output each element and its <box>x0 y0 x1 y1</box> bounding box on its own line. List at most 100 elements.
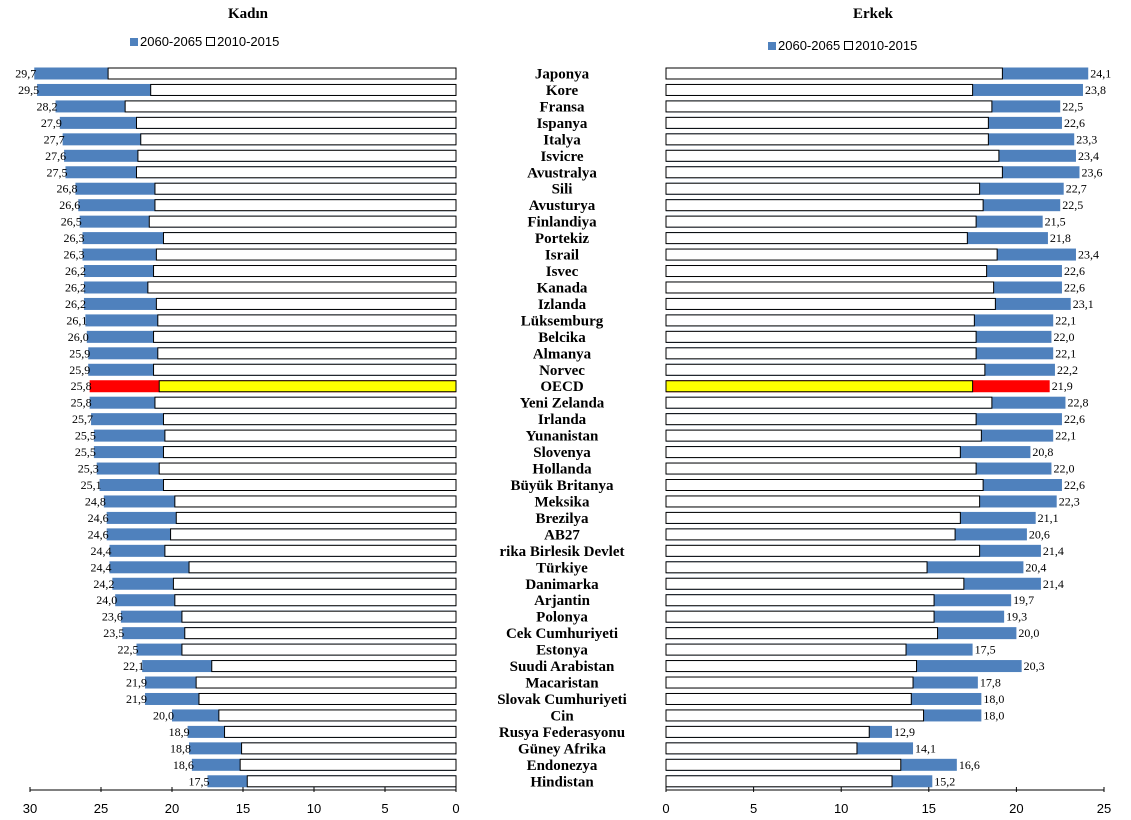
erkek-bar-2010-2015 <box>665 561 928 574</box>
kadin-bar-2010-2015 <box>181 610 457 623</box>
erkek-bar-2010-2015 <box>665 100 993 113</box>
erkek-data-label: 22,1 <box>1055 313 1076 327</box>
kadin-data-label: 26,2 <box>65 297 86 311</box>
category-label: Arjantin <box>534 593 590 609</box>
category-label: Güney Afrika <box>518 741 606 757</box>
right-chart-title: Erkek <box>853 6 894 22</box>
kadin-x-tick-label: 10 <box>307 801 321 816</box>
erkek-bar-2010-2015 <box>665 462 977 475</box>
category-label: Cek Cumhuriyeti <box>506 626 618 642</box>
category-label: rika Birlesik Devlet <box>500 544 625 560</box>
left-chart-legend: 2060-2065 2010-2015 <box>130 34 279 49</box>
category-label: Hollanda <box>532 462 592 478</box>
kadin-data-label: 24,0 <box>96 593 117 607</box>
erkek-bar-2010-2015 <box>665 363 986 376</box>
kadin-data-label: 21,9 <box>126 692 147 706</box>
kadin-bar-2010-2015 <box>172 577 457 590</box>
erkek-data-label: 18,0 <box>983 692 1004 706</box>
erkek-bar-2010-2015 <box>665 133 989 146</box>
erkek-data-label: 22,5 <box>1062 99 1083 113</box>
erkek-bar-2010-2015 <box>665 479 984 491</box>
category-label: Isvec <box>546 264 579 280</box>
kadin-data-label: 23,5 <box>103 626 124 640</box>
erkek-bar-2010-2015 <box>665 347 977 360</box>
kadin-data-label: 24,6 <box>88 511 109 525</box>
erkek-data-label: 22,6 <box>1064 280 1085 294</box>
category-label: Slovenya <box>533 445 591 461</box>
kadin-bar-2010-2015 <box>136 166 457 179</box>
kadin-bar-2010-2015 <box>246 775 457 788</box>
erkek-x-tick-label: 5 <box>750 801 757 816</box>
erkek-bar-2010-2015 <box>665 83 974 96</box>
erkek-bar-2010-2015 <box>665 627 939 640</box>
kadin-bar-2010-2015 <box>241 742 457 755</box>
kadin-data-label: 26,5 <box>61 215 82 229</box>
kadin-bar-2010-2015 <box>162 479 457 491</box>
kadin-bar-2010-2015 <box>164 544 457 557</box>
kadin-data-label: 26,1 <box>66 313 87 327</box>
erkek-bar-2010-2015 <box>665 660 918 673</box>
erkek-data-label: 21,8 <box>1050 231 1071 245</box>
kadin-bar-2010-2015 <box>154 182 457 195</box>
erkek-bar-2010-2015 <box>665 149 1000 162</box>
kadin-data-label: 22,1 <box>123 659 144 673</box>
kadin-bar-2010-2015 <box>155 297 457 310</box>
erkek-data-label: 17,8 <box>980 676 1001 690</box>
kadin-bar-2010-2015 <box>195 676 457 689</box>
erkek-data-label: 23,8 <box>1085 83 1106 97</box>
erkek-data-label: 24,1 <box>1090 67 1111 81</box>
kadin-bar-2010-2015 <box>170 528 457 541</box>
kadin-data-label: 25,9 <box>69 346 90 360</box>
kadin-data-label: 18,9 <box>169 725 190 739</box>
kadin-data-label: 25,1 <box>81 478 102 492</box>
category-label: Israil <box>545 248 579 264</box>
kadin-x-tick-label: 5 <box>381 801 388 816</box>
category-label: Italya <box>543 132 581 148</box>
kadin-bar-2010-2015 <box>148 215 457 228</box>
kadin-bar-2010-2015 <box>188 561 457 574</box>
erkek-bar-2010-2015 <box>665 692 912 705</box>
erkek-x-tick-label: 25 <box>1097 801 1111 816</box>
category-label: Slovak Cumhuriyeti <box>497 692 627 708</box>
erkek-bar-2010-2015 <box>665 215 977 228</box>
category-label: Meksika <box>534 494 590 510</box>
erkek-data-label: 23,4 <box>1078 149 1099 163</box>
category-label: Fransa <box>540 99 586 115</box>
category-label: Norvec <box>539 363 585 379</box>
kadin-bar-2010-2015 <box>147 281 457 294</box>
erkek-bar-2010-2015 <box>665 528 956 541</box>
erkek-data-label: 21,1 <box>1038 511 1059 525</box>
erkek-data-label: 19,7 <box>1013 593 1034 607</box>
kadin-bar-2010-2015 <box>154 396 457 409</box>
erkek-bar-2010-2015 <box>665 495 981 508</box>
kadin-bar-2010-2015 <box>153 363 457 376</box>
category-label: Irlanda <box>538 412 587 428</box>
kadin-data-label: 26,2 <box>65 280 86 294</box>
erkek-bar-2010-2015 <box>665 643 907 656</box>
erkek-bar-2010-2015 <box>665 413 977 426</box>
legend-swatch-2060-2065 <box>130 37 138 46</box>
erkek-data-label: 23,1 <box>1073 297 1094 311</box>
kadin-data-label: 28,2 <box>37 99 58 113</box>
erkek-data-label: 22,7 <box>1066 182 1087 196</box>
category-label: Cin <box>550 708 574 724</box>
category-label: Avustralya <box>527 165 597 181</box>
kadin-bar-2010-2015 <box>198 692 457 705</box>
kadin-data-label: 18,8 <box>170 741 191 755</box>
erkek-bar-2010-2015 <box>665 182 981 195</box>
kadin-data-label: 24,8 <box>85 494 106 508</box>
kadin-data-label: 25,9 <box>69 363 90 377</box>
erkek-data-label: 21,9 <box>1052 379 1073 393</box>
legend-label-2010-2015: 2010-2015 <box>855 38 918 53</box>
kadin-data-label: 29,5 <box>18 83 39 97</box>
legend-swatch-2060-2065 <box>768 41 776 50</box>
erkek-bar-2010-2015 <box>665 511 961 524</box>
erkek-data-label: 23,3 <box>1076 132 1097 146</box>
erkek-bar-2010-2015 <box>665 314 975 327</box>
erkek-bar-2010-2015 <box>665 429 982 442</box>
erkek-data-label: 22,6 <box>1064 116 1085 130</box>
erkek-data-label: 20,3 <box>1024 659 1045 673</box>
kadin-data-label: 25,7 <box>72 412 93 426</box>
erkek-data-label: 14,1 <box>915 741 936 755</box>
